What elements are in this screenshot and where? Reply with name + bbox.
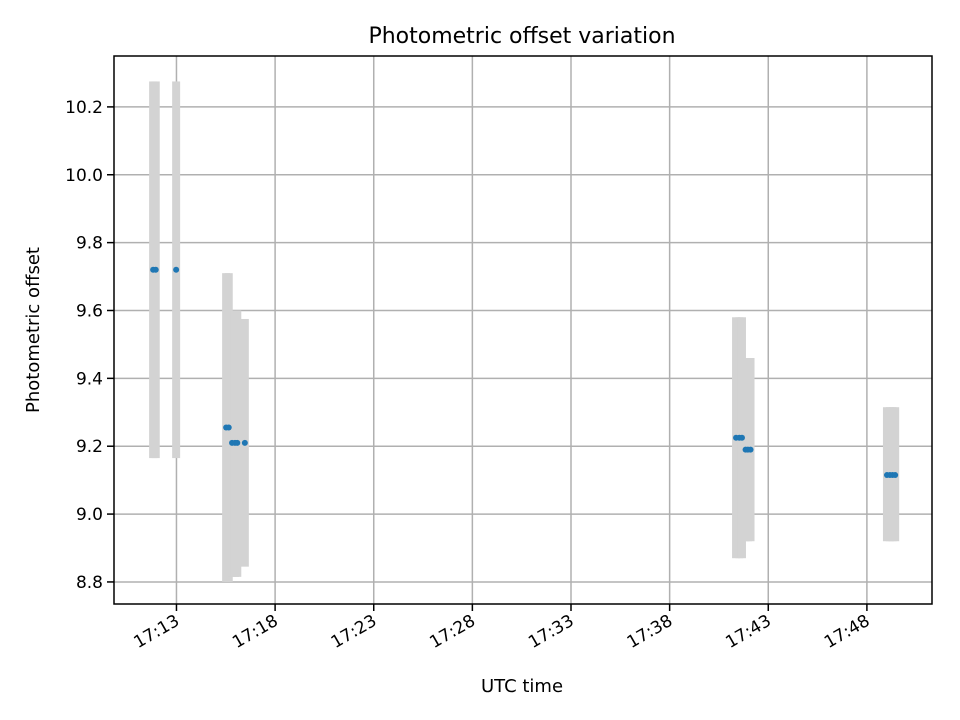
y-axis-ticks: 8.8 9.0 9.2 9.4 9.6 9.8 10.0 10.2 xyxy=(65,98,114,593)
grid-lines xyxy=(114,56,932,604)
plot-frame xyxy=(113,55,933,605)
y-axis-label: Photometric offset xyxy=(23,247,44,413)
data-point xyxy=(225,424,232,431)
x-axis-label: UTC time xyxy=(481,676,563,697)
data-point xyxy=(152,266,159,273)
y-tick-label: 9.2 xyxy=(76,437,103,457)
y-tick-label: 9.0 xyxy=(76,505,103,525)
y-tick-label: 10.0 xyxy=(65,166,103,186)
y-tick-label: 9.6 xyxy=(76,301,103,321)
y-tick-label: 9.4 xyxy=(76,369,103,389)
chart-title: Photometric offset variation xyxy=(368,24,675,49)
data-point xyxy=(738,434,745,441)
data-point xyxy=(173,266,180,273)
data-points xyxy=(150,266,899,479)
y-tick-label: 10.2 xyxy=(65,98,103,118)
y-tick-label: 9.8 xyxy=(76,234,103,254)
data-point xyxy=(241,439,248,446)
data-point xyxy=(234,439,241,446)
y-tick-label: 8.8 xyxy=(76,573,103,593)
data-point xyxy=(892,472,899,479)
data-point xyxy=(747,446,754,453)
